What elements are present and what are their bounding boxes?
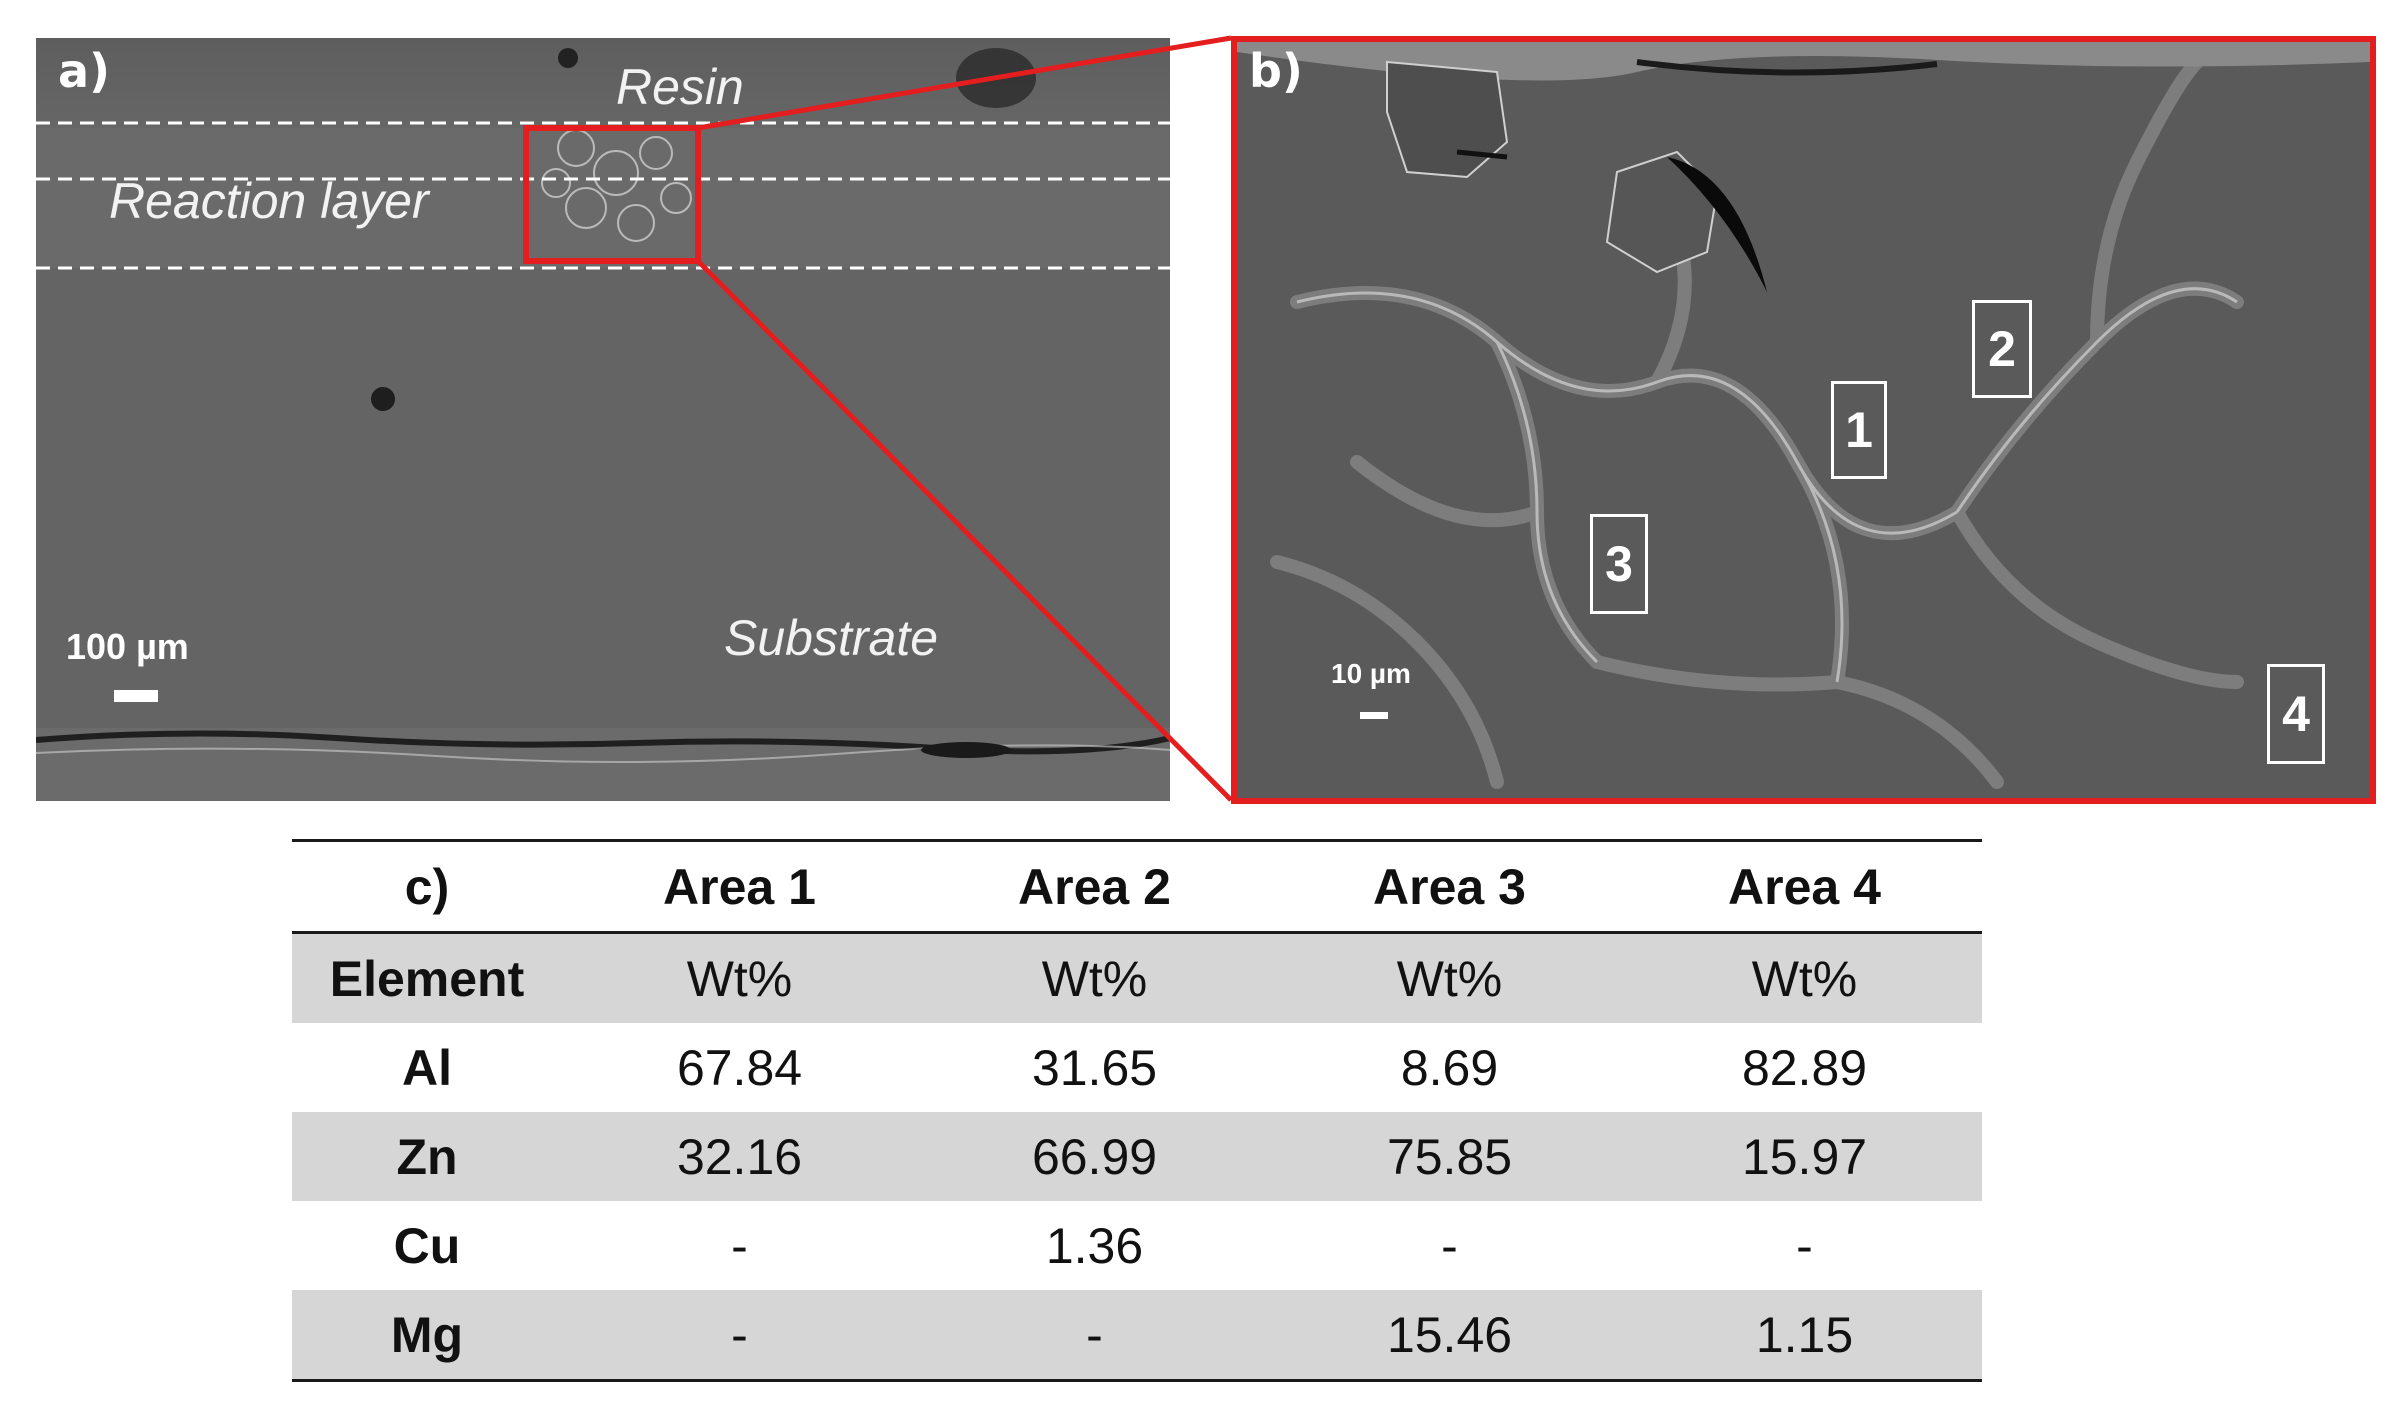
column-header-area-2: Area 2 bbox=[917, 839, 1272, 934]
scale-bar-label: 100 µm bbox=[66, 626, 189, 667]
table-header-row: c) Area 1 Area 2 Area 3 Area 4 bbox=[292, 839, 1982, 934]
row-element-label: Mg bbox=[292, 1290, 562, 1382]
scale-bar bbox=[1360, 712, 1388, 719]
table-row: Mg - - 15.46 1.15 bbox=[292, 1290, 1982, 1382]
table-cell: 15.97 bbox=[1741, 1128, 1868, 1185]
area-marker-3: 3 bbox=[1590, 514, 1648, 614]
table-cell: 1.15 bbox=[1627, 1290, 1982, 1382]
sem-zoom-graphic bbox=[1237, 42, 2370, 798]
table-cell: Wt% bbox=[1396, 950, 1503, 1007]
scale-bar bbox=[114, 690, 158, 702]
table-cell: 15.46 bbox=[1272, 1290, 1627, 1382]
table-cell: 8.69 bbox=[1400, 1039, 1499, 1096]
area-marker-1: 1 bbox=[1831, 381, 1887, 479]
panel-b-label: b) bbox=[1249, 44, 1303, 98]
table-cell: - bbox=[562, 1290, 917, 1382]
table-cell: 31.65 bbox=[1031, 1039, 1158, 1096]
row-element-label: Cu bbox=[393, 1217, 461, 1274]
table-row: Al 67.84 31.65 8.69 82.89 bbox=[292, 1023, 1982, 1112]
column-header-area-1: Area 1 bbox=[562, 839, 917, 934]
table-cell: 67.84 bbox=[676, 1039, 803, 1096]
table-cell: - bbox=[917, 1290, 1272, 1382]
sem-overview-graphic bbox=[36, 38, 1170, 801]
table-row: Cu - 1.36 - - bbox=[292, 1201, 1982, 1290]
table-cell: 32.16 bbox=[676, 1128, 803, 1185]
table-cell: - bbox=[1441, 1217, 1458, 1274]
table-cell: 82.89 bbox=[1741, 1039, 1868, 1096]
reaction-layer-label: Reaction layer bbox=[109, 173, 429, 229]
resin-label: Resin bbox=[616, 59, 744, 115]
sem-image-overview: a) Resin Reaction layer Substrate 100 µm bbox=[36, 38, 1170, 801]
table-cell: - bbox=[731, 1217, 748, 1274]
area-marker-2: 2 bbox=[1972, 300, 2032, 398]
table-cell: Wt% bbox=[1751, 950, 1858, 1007]
scale-bar-label: 10 µm bbox=[1331, 658, 1411, 689]
row-element-label: Zn bbox=[396, 1128, 458, 1185]
table-cell: Wt% bbox=[686, 950, 793, 1007]
column-header-area-3: Area 3 bbox=[1272, 839, 1627, 934]
panel-a-label: a) bbox=[58, 44, 111, 98]
table-cell: 75.85 bbox=[1386, 1128, 1513, 1185]
row-element-label: Element bbox=[329, 950, 525, 1007]
column-header-area-4: Area 4 bbox=[1627, 839, 1982, 934]
area-marker-4: 4 bbox=[2267, 664, 2325, 764]
table-cell: 66.99 bbox=[1031, 1128, 1158, 1185]
substrate-label: Substrate bbox=[724, 610, 939, 666]
table-row: Element Wt% Wt% Wt% Wt% bbox=[292, 932, 1982, 1023]
table-panel-label: c) bbox=[292, 839, 562, 934]
row-element-label: Al bbox=[402, 1039, 452, 1096]
table-cell: - bbox=[1796, 1217, 1813, 1274]
table-cell: 1.36 bbox=[1045, 1217, 1144, 1274]
table-row: Zn 32.16 66.99 75.85 15.97 bbox=[292, 1112, 1982, 1201]
eds-composition-table: c) Area 1 Area 2 Area 3 Area 4 Element W… bbox=[292, 839, 1982, 1382]
sem-image-zoom: b) 10 µm 1 2 3 4 bbox=[1231, 36, 2376, 804]
table-cell: Wt% bbox=[1041, 950, 1148, 1007]
